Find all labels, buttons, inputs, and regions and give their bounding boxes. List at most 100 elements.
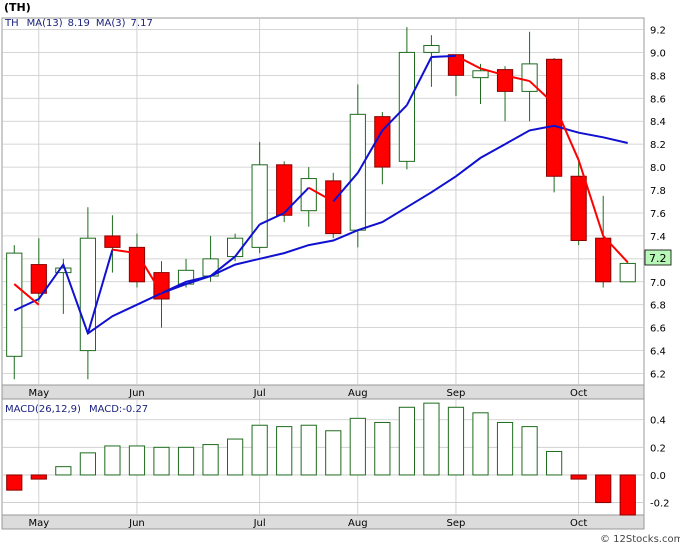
month-label: Aug xyxy=(348,388,368,399)
month-label: Sep xyxy=(447,388,466,399)
price-tick-label: 8.4 xyxy=(650,117,666,128)
macd-bar-positive xyxy=(177,446,195,476)
legend-ma13-label: MA(13) xyxy=(27,18,63,29)
macd-month-label: May xyxy=(28,518,49,529)
macd-tick-label: 0.4 xyxy=(650,416,666,427)
macd-month-label: Jun xyxy=(128,518,145,529)
macd-bar-positive xyxy=(227,438,244,476)
macd-bar-positive xyxy=(325,430,342,476)
macd-tick-label: 0.2 xyxy=(650,443,666,454)
macd-bar-positive xyxy=(398,406,415,476)
candle-up xyxy=(55,267,72,274)
ma3-segment xyxy=(209,255,236,277)
ma3-segment xyxy=(504,74,530,83)
ma3-segment xyxy=(283,187,310,214)
macd-month-label: Oct xyxy=(570,518,587,529)
macd-bar-positive xyxy=(153,446,170,476)
candle-up xyxy=(6,252,23,357)
legend-ma3-value: 7.17 xyxy=(131,18,153,29)
candle-up xyxy=(398,51,415,162)
month-label: Oct xyxy=(570,388,587,399)
candle-down xyxy=(570,175,587,241)
macd-bar-positive xyxy=(521,426,538,476)
month-label: Jun xyxy=(128,388,145,399)
price-tag-box xyxy=(644,249,672,266)
macd-tick-label: 0.0 xyxy=(650,471,666,482)
macd-bar-positive xyxy=(349,417,366,476)
macd-tick-label: -0.2 xyxy=(650,499,670,510)
candle-down xyxy=(546,58,563,177)
macd-bar-positive xyxy=(496,421,514,476)
macd-month-label: Jul xyxy=(253,518,266,529)
ma3-segment xyxy=(577,159,605,237)
macd-params: MACD(26,12,9) xyxy=(5,404,81,415)
price-tick-label: 9.0 xyxy=(650,48,666,59)
price-tick-label: 6.4 xyxy=(650,347,666,358)
ma3-segment xyxy=(332,172,359,203)
candle-up xyxy=(227,237,244,258)
candle-up xyxy=(472,70,489,79)
candle-down xyxy=(325,180,342,235)
ma3-segment xyxy=(136,252,163,294)
macd-legend: MACD(26,12,9) MACD:-0.27 xyxy=(5,404,148,415)
ma3-segment xyxy=(308,186,334,203)
candle-down xyxy=(276,164,293,216)
macd-bar-positive xyxy=(128,445,146,476)
legend-ma3-label: MA(3) xyxy=(96,18,126,29)
chart-title: (TH) xyxy=(4,1,31,14)
ma3-segment xyxy=(86,249,114,334)
candle-down xyxy=(595,237,612,283)
axis-labels: 6.2 6.4 6.6 6.8 7.0 7.2 7.4 7.6 7.8 8.0 8.2 8.4 8.6 8… xyxy=(28,25,669,529)
macd-bar-positive xyxy=(300,424,317,476)
ma3-segment xyxy=(234,223,261,258)
macd-bar-positive xyxy=(202,444,219,476)
macd-bar-positive xyxy=(104,445,121,476)
price-tick-label: 6.8 xyxy=(650,301,666,312)
macd-bar-positive xyxy=(276,426,293,476)
macd-bar-positive xyxy=(251,424,268,476)
macd-marks xyxy=(6,402,636,516)
candle-up xyxy=(423,45,440,53)
legend: TH MA(13) 8.19 MA(3) 7.17 xyxy=(4,18,153,29)
macd-axis-band xyxy=(1,514,645,530)
macd-bar-positive xyxy=(374,421,391,476)
legend-ma13-value: 8.19 xyxy=(68,18,90,29)
price-tick-label: 7.4 xyxy=(650,232,666,243)
ma13-line xyxy=(13,124,628,335)
month-label: May xyxy=(28,388,49,399)
candle-down xyxy=(104,235,121,248)
macd-bar-positive xyxy=(472,412,489,476)
ma3-segment xyxy=(405,56,433,106)
candle-down xyxy=(447,54,465,76)
ma3-segment xyxy=(602,235,629,263)
price-tag: 7.2 xyxy=(649,252,667,265)
candle-up xyxy=(619,262,636,283)
ma3-segment xyxy=(356,129,384,174)
ma3-segment xyxy=(480,67,506,77)
macd-month-label: Aug xyxy=(348,518,368,529)
macd-bar-positive xyxy=(546,450,563,476)
price-tick-label: 8.6 xyxy=(650,94,666,105)
macd-bar-positive xyxy=(447,406,465,476)
price-marks xyxy=(6,27,636,380)
ma3-segment xyxy=(455,54,481,70)
price-tick-label: 7.0 xyxy=(650,278,666,289)
price-tick-label: 6.2 xyxy=(650,370,666,381)
price-tick-label: 7.6 xyxy=(650,209,666,220)
ma3-segment xyxy=(431,54,457,58)
price-tick-label: 7.8 xyxy=(650,186,666,197)
macd-month-label: Sep xyxy=(447,518,466,529)
macd-bar-negative xyxy=(30,474,47,480)
price-tick-label: 9.2 xyxy=(650,25,666,36)
price-tick-label: 8.0 xyxy=(650,163,666,174)
price-tick-label: 8.2 xyxy=(650,140,666,151)
watermark: © 12Stocks.com xyxy=(600,534,680,545)
ma3-segment xyxy=(161,283,187,295)
ma3-segment xyxy=(185,275,211,286)
ma3-segment xyxy=(553,103,580,161)
candle-down xyxy=(30,264,47,294)
ma3-segment xyxy=(13,283,40,306)
candle-up xyxy=(251,164,268,248)
ma3-segment xyxy=(528,80,555,105)
